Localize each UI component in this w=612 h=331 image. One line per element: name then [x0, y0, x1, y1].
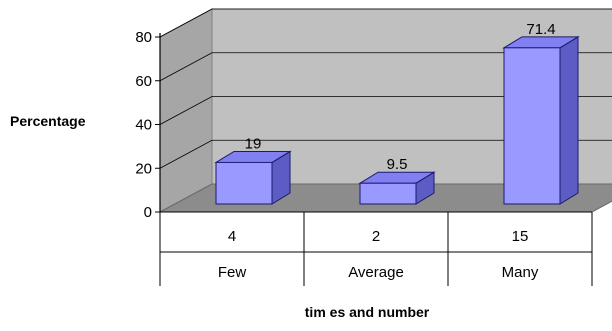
bar — [214, 150, 292, 205]
data-label: 19 — [245, 135, 262, 152]
gridline — [159, 96, 612, 125]
bar-front — [359, 182, 417, 205]
y-tick-labels: 0 20 40 60 80 — [135, 29, 152, 221]
gridline — [159, 52, 612, 82]
bars — [214, 35, 580, 205]
y-tick-label: 60 — [135, 73, 152, 90]
category-name: Many — [502, 264, 539, 281]
gridlines — [159, 8, 612, 169]
y-tick-label: 40 — [135, 117, 152, 134]
category-number: 2 — [372, 228, 380, 245]
bar — [358, 171, 436, 205]
bar — [502, 35, 580, 205]
data-labels: 19 9.5 71.4 — [245, 21, 556, 173]
category-name: Average — [348, 264, 404, 281]
category-labels: 4 Few 2 Average 15 Many — [218, 228, 539, 281]
gridline — [159, 139, 612, 169]
data-label: 9.5 — [387, 156, 408, 173]
y-tick-label: 20 — [135, 160, 152, 177]
y-tick-label: 0 — [144, 204, 152, 221]
bar-front — [215, 161, 273, 205]
x-axis-title: tim es and number — [305, 304, 430, 320]
category-number: 15 — [512, 228, 529, 245]
data-label: 71.4 — [526, 21, 555, 38]
category-name: Few — [218, 264, 247, 281]
gridline — [159, 8, 612, 38]
category-number: 4 — [228, 228, 236, 245]
y-axis-title: Percentage — [10, 113, 86, 129]
bar-front — [503, 47, 561, 205]
bar-side — [559, 35, 579, 205]
axes — [155, 33, 593, 286]
y-tick-label: 80 — [135, 29, 152, 46]
